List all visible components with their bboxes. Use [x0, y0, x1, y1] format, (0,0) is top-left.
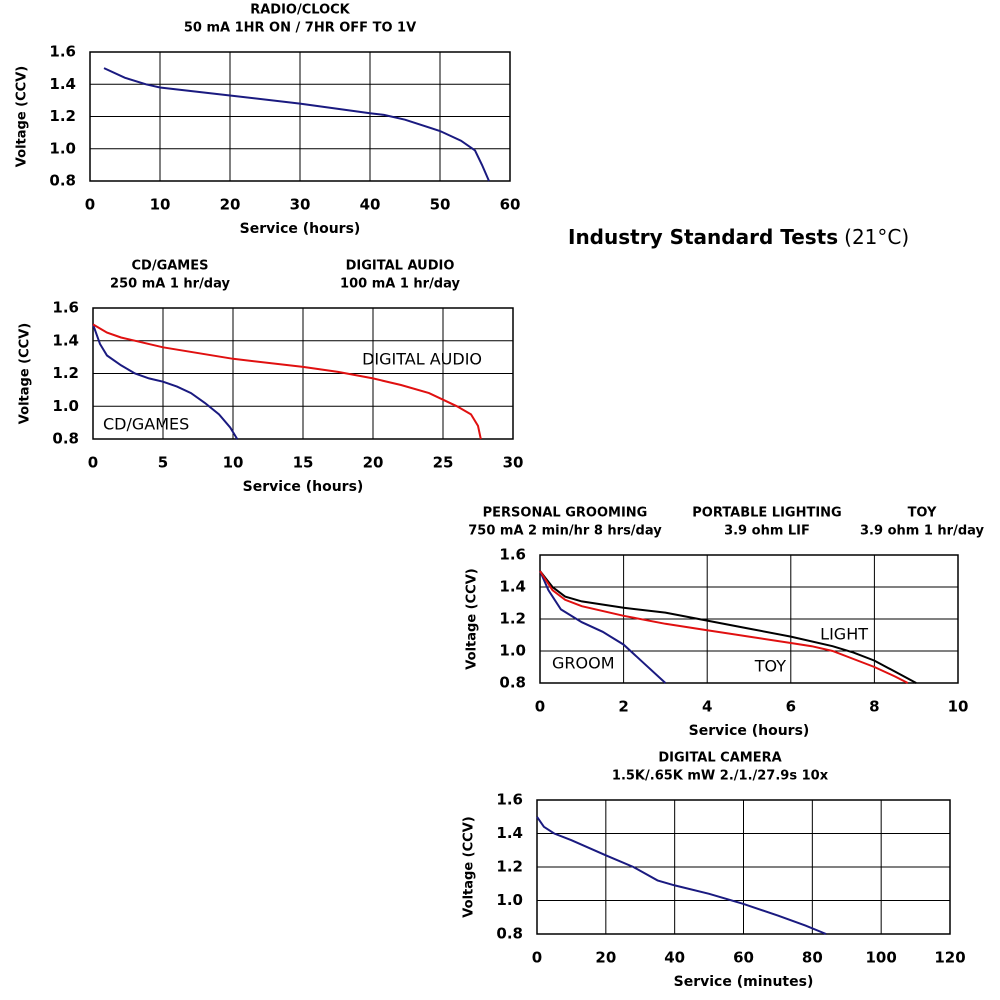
x-tick-label: 20 — [220, 196, 241, 214]
y-tick-label: 1.6 — [49, 43, 76, 61]
x-tick-label: 20 — [363, 454, 384, 472]
series-label: TOY — [754, 657, 786, 676]
x-tick-label: 60 — [500, 196, 521, 214]
test-name: TOY — [908, 506, 937, 521]
x-tick-label: 100 — [866, 949, 897, 967]
x-tick-label: 50 — [430, 196, 451, 214]
y-tick-label: 1.6 — [499, 546, 526, 564]
x-tick-label: 60 — [733, 949, 754, 967]
plot-frame — [92, 307, 514, 440]
y-tick-label: 0.8 — [52, 430, 79, 448]
y-tick-label: 1.2 — [49, 107, 76, 125]
x-tick-label: 30 — [290, 196, 311, 214]
x-tick-label: 20 — [595, 949, 616, 967]
plot-frame — [536, 799, 951, 935]
test-name: PORTABLE LIGHTING — [692, 506, 841, 521]
test-condition: 1.5K/.65K mW 2./1./27.9s 10x — [612, 769, 829, 784]
x-tick-label: 0 — [535, 698, 545, 716]
x-tick-label: 0 — [88, 454, 98, 472]
x-tick-label: 2 — [618, 698, 628, 716]
x-tick-label: 10 — [223, 454, 244, 472]
x-tick-label: 4 — [702, 698, 712, 716]
y-tick-label: 0.8 — [499, 674, 526, 692]
test-name: DIGITAL AUDIO — [346, 259, 455, 274]
test-condition: 3.9 ohm LIF — [724, 524, 810, 539]
heading-rest: (21°C) — [844, 225, 909, 249]
y-tick-label: 0.8 — [496, 925, 523, 943]
y-axis-label: Voltage (CCV) — [15, 66, 30, 167]
y-tick-label: 1.4 — [52, 331, 79, 349]
series-line — [536, 816, 827, 935]
series-line — [92, 324, 239, 440]
test-condition: 100 mA 1 hr/day — [340, 277, 460, 292]
y-tick-label: 1.0 — [49, 139, 76, 157]
x-tick-label: 120 — [934, 949, 965, 967]
x-tick-label: 5 — [158, 454, 168, 472]
x-tick-label: 0 — [532, 949, 542, 967]
y-tick-label: 1.2 — [496, 858, 523, 876]
test-condition: 750 mA 2 min/hr 8 hrs/day — [468, 524, 662, 539]
x-tick-label: 8 — [869, 698, 879, 716]
x-tick-label: 25 — [433, 454, 454, 472]
series-line — [103, 67, 490, 182]
test-condition: 3.9 ohm 1 hr/day — [860, 524, 984, 539]
heading: Industry Standard Tests (21°C) — [568, 225, 909, 249]
y-tick-label: 1.4 — [49, 75, 76, 93]
series-label: GROOM — [552, 654, 615, 673]
y-tick-label: 1.2 — [499, 610, 526, 628]
y-axis-label: Voltage (CCV) — [18, 323, 33, 424]
y-tick-label: 1.0 — [499, 642, 526, 660]
x-tick-label: 30 — [503, 454, 524, 472]
series-label: LIGHT — [820, 625, 868, 644]
x-tick-label: 15 — [293, 454, 314, 472]
test-name: CD/GAMES — [132, 259, 209, 274]
x-tick-label: 0 — [85, 196, 95, 214]
y-tick-label: 1.4 — [499, 578, 526, 596]
series-line — [539, 570, 909, 684]
y-tick-label: 1.6 — [496, 791, 523, 809]
y-axis-label: Voltage (CCV) — [462, 816, 477, 917]
test-condition: 250 mA 1 hr/day — [110, 277, 230, 292]
y-axis-label: Voltage (CCV) — [465, 568, 480, 669]
series-line — [92, 323, 482, 440]
plot-frame — [89, 51, 511, 182]
x-tick-label: 80 — [802, 949, 823, 967]
x-tick-label: 10 — [150, 196, 171, 214]
heading-bold: Industry Standard Tests — [568, 225, 838, 249]
y-tick-label: 1.6 — [52, 299, 79, 317]
test-name: PERSONAL GROOMING — [483, 506, 648, 521]
x-tick-label: 40 — [360, 196, 381, 214]
x-tick-label: 6 — [786, 698, 796, 716]
test-name: RADIO/CLOCK — [250, 3, 350, 18]
test-condition: 50 mA 1HR ON / 7HR OFF TO 1V — [184, 21, 416, 36]
series-label: DIGITAL AUDIO — [362, 350, 482, 369]
series-label: CD/GAMES — [103, 415, 189, 434]
x-axis-label: Service (hours) — [243, 479, 364, 495]
test-name: DIGITAL CAMERA — [658, 751, 781, 766]
x-axis-label: Service (hours) — [240, 221, 361, 237]
y-tick-label: 1.0 — [496, 891, 523, 909]
x-axis-label: Service (minutes) — [674, 974, 814, 990]
series-line — [539, 570, 917, 684]
y-tick-label: 1.4 — [496, 824, 523, 842]
y-tick-label: 0.8 — [49, 172, 76, 190]
x-tick-label: 10 — [948, 698, 969, 716]
y-tick-label: 1.2 — [52, 364, 79, 382]
x-axis-label: Service (hours) — [689, 723, 810, 739]
x-tick-label: 40 — [664, 949, 685, 967]
plot-frame — [539, 554, 959, 684]
y-tick-label: 1.0 — [52, 397, 79, 415]
series-line — [539, 570, 667, 684]
